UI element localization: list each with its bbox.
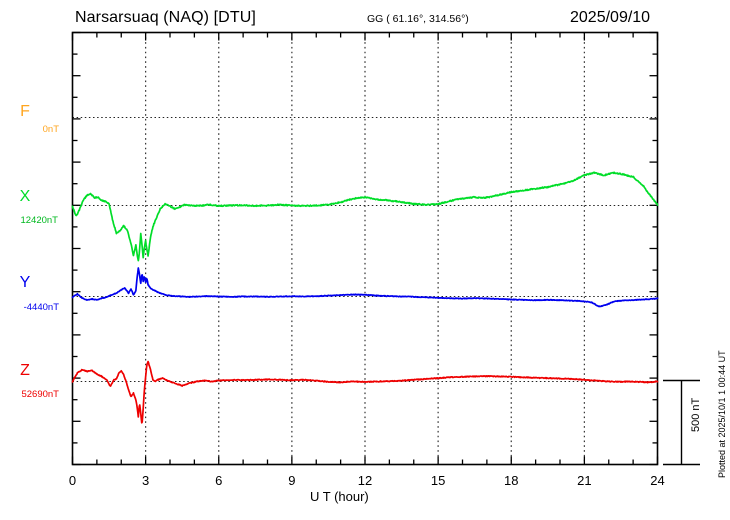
x-tick-label: 12 (357, 473, 373, 488)
x-tick-label: 21 (577, 473, 592, 488)
observation-date: 2025/09/10 (570, 9, 651, 26)
component-label-x: X (19, 188, 31, 205)
x-axis-title: U T (hour) (310, 489, 369, 504)
data-traces (71, 171, 659, 424)
plotted-timestamp: Plotted at 2025/10/1 1 00:44 UT (717, 350, 727, 478)
plot-frame (71, 31, 659, 466)
component-label-z: Z (20, 362, 30, 379)
component-baseline-f: 0nT (42, 124, 59, 135)
x-tick-label: 9 (288, 473, 296, 488)
x-tick-label: 24 (650, 473, 665, 488)
component-label-y: Y (19, 274, 31, 291)
x-tick-label: 0 (68, 473, 77, 488)
x-tick-label: 15 (430, 473, 446, 488)
geographic-coordinates: GG ( 61.16°, 314.56°) (367, 13, 469, 25)
scale-bar (663, 379, 700, 466)
page-title: Narsarsuaq (NAQ) [DTU] (75, 9, 256, 26)
component-baseline-x: 12420nT (20, 215, 58, 226)
x-tick-label: 18 (504, 473, 519, 488)
scale-bar-label: 500 nT (690, 397, 702, 432)
component-baseline-z: 52690nT (21, 389, 59, 400)
component-label-f: F (20, 103, 30, 120)
x-tick-label: 3 (142, 473, 150, 488)
gridlines (145, 32, 585, 465)
x-tick-label: 6 (215, 473, 223, 488)
axis-ticks (71, 31, 659, 466)
component-baseline-y: -4440nT (23, 302, 59, 313)
